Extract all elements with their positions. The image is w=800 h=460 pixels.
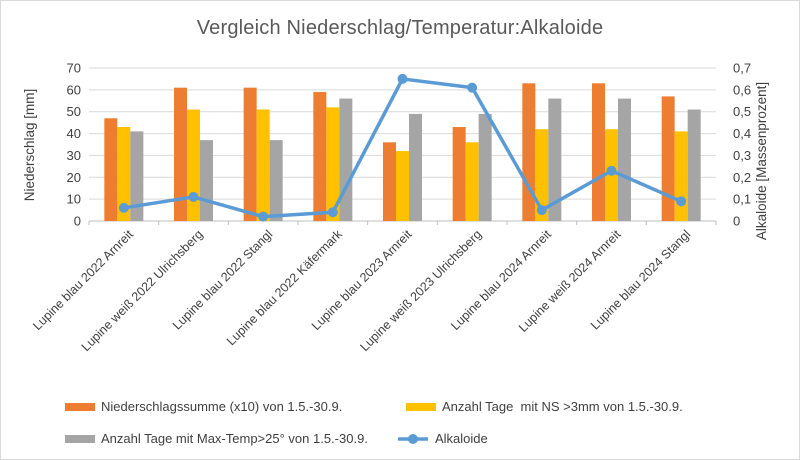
left-axis-tick-label: 40: [67, 126, 81, 141]
line-marker-cat6: [467, 82, 478, 93]
bar-series1-cat9: [661, 96, 675, 221]
bar-series1-cat3: [243, 87, 257, 222]
line-marker-cat9: [676, 196, 687, 207]
line-marker-cat2: [188, 191, 199, 202]
left-axis-tick-label: 60: [67, 82, 81, 97]
x-axis-label: Lupine blau 2022 Käfermark: [224, 227, 345, 348]
right-axis-tick-label: 0,6: [733, 82, 751, 97]
bar-series2-cat4: [326, 107, 340, 221]
left-axis-title: Niederschlag [mm]: [22, 89, 37, 202]
legend-item-2: Anzahl Tage mit NS >3mm von 1.5.-30.9.: [406, 399, 683, 414]
bar-series2-cat2: [187, 109, 200, 221]
line-marker-cat7: [536, 205, 547, 216]
left-axis-tick-label: 70: [67, 61, 81, 76]
right-axis-tick-label: 0,7: [733, 61, 751, 76]
bar-series2-cat5: [396, 151, 409, 221]
legend-label: Anzahl Tage mit NS >3mm von 1.5.-30.9.: [442, 399, 683, 414]
bar-series3-cat1: [130, 131, 144, 221]
legend-swatch-bar: [65, 402, 95, 411]
left-axis-tick-label: 50: [67, 104, 81, 119]
bar-series3-cat2: [200, 140, 213, 221]
bar-series2-cat9: [674, 131, 688, 221]
bar-series3-cat9: [687, 109, 701, 221]
x-axis-label: Lupine weiß 2023 Ulrichsberg: [357, 227, 484, 354]
line-marker-cat1: [118, 202, 129, 213]
bar-series2-cat7: [535, 129, 549, 221]
x-axis-label: Lupine weiß 2022 Ulrichsberg: [79, 227, 206, 354]
bar-series1-cat1: [104, 118, 118, 221]
bar-series1-cat6: [452, 127, 466, 221]
bar-series2-cat3: [256, 109, 270, 221]
bar-series1-cat2: [174, 87, 187, 222]
right-axis-tick-label: 0,4: [733, 126, 751, 141]
right-axis-tick-label: 0: [733, 214, 740, 229]
right-axis-tick-label: 0,2: [733, 170, 751, 185]
line-marker-cat3: [258, 211, 269, 222]
bar-series2-cat1: [117, 127, 131, 221]
legend-item-4: Alkaloide: [397, 431, 488, 446]
left-axis-tick-label: 10: [67, 192, 81, 207]
bar-series1-cat7: [522, 83, 536, 221]
legend-swatch-bar: [406, 402, 436, 411]
bar-series1-cat5: [383, 142, 396, 221]
right-axis-tick-label: 0,3: [733, 148, 751, 163]
line-marker-cat5: [397, 73, 408, 84]
right-axis-tick-label: 0,5: [733, 104, 751, 119]
chart-title: Vergleich Niederschlag/Temperatur:Alkalo…: [196, 17, 604, 39]
left-axis-tick-label: 0: [74, 214, 81, 229]
bar-series3-cat8: [618, 98, 631, 221]
bar-series3-cat7: [548, 98, 562, 221]
bar-series3-cat5: [409, 113, 422, 221]
legend-swatch-bar: [65, 434, 95, 443]
bar-series1-cat8: [592, 83, 605, 221]
legend-item-1: Niederschlagssumme (x10) von 1.5.-30.9.: [65, 399, 342, 414]
legend-item-3: Anzahl Tage mit Max-Temp>25° von 1.5.-30…: [65, 431, 368, 446]
legend-label: Anzahl Tage mit Max-Temp>25° von 1.5.-30…: [101, 431, 368, 446]
line-marker-cat4: [327, 207, 338, 218]
bar-series2-cat6: [465, 142, 479, 221]
left-axis-tick-label: 20: [67, 170, 81, 185]
bar-series3-cat3: [269, 140, 283, 221]
bar-series1-cat4: [313, 92, 327, 222]
line-marker-cat8: [606, 165, 617, 176]
legend-swatch-line: [398, 433, 428, 444]
bar-series3-cat4: [339, 98, 353, 221]
left-axis-tick-label: 30: [67, 148, 81, 163]
legend-label: Niederschlagssumme (x10) von 1.5.-30.9.: [101, 399, 343, 414]
right-axis-title: Alkaloide [Massenprozent]: [754, 82, 769, 240]
legend-label: Alkaloide: [435, 431, 488, 446]
bar-series3-cat6: [478, 113, 492, 221]
right-axis-tick-label: 0,1: [733, 192, 751, 207]
